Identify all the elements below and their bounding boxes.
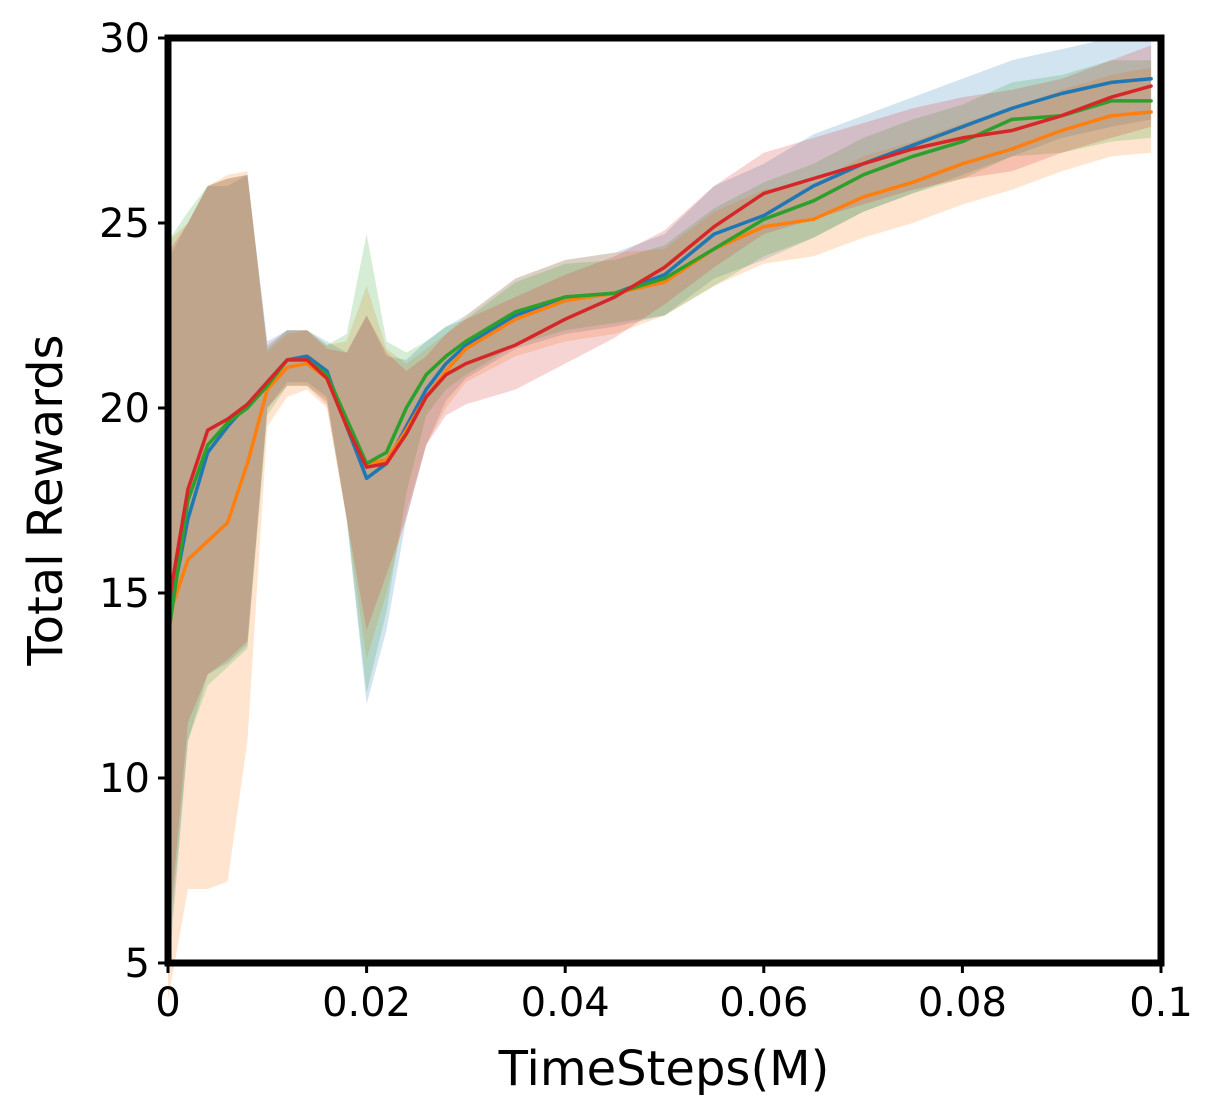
plot-frame bbox=[164, 34, 1165, 967]
x-tick-label: 0.02 bbox=[322, 980, 411, 1026]
x-tick-label: 0.04 bbox=[521, 980, 610, 1026]
x-tick-label: 0.1 bbox=[1129, 980, 1193, 1026]
x-tick-label: 0.08 bbox=[918, 980, 1007, 1026]
series-3-band bbox=[168, 60, 1152, 963]
x-tick-label: 0.06 bbox=[719, 980, 808, 1026]
series-2-band bbox=[168, 67, 1152, 1001]
y-tick-label: 25 bbox=[99, 201, 150, 247]
series-2-line bbox=[166, 110, 1153, 621]
confidence-bands bbox=[168, 38, 1152, 1001]
x-axis-label: TimeSteps(M) bbox=[498, 1041, 830, 1097]
series-4-line bbox=[166, 84, 1153, 610]
y-tick-label: 5 bbox=[125, 941, 150, 987]
y-tick-label: 10 bbox=[99, 756, 150, 802]
axis-ticks: 0 0.02 0.04 0.06 0.08 0.1 5 10 15 20 25 30 bbox=[99, 16, 1193, 1026]
y-tick-label: 30 bbox=[99, 16, 150, 62]
y-axis-label: Total Rewards bbox=[18, 334, 74, 666]
series-3-line bbox=[166, 99, 1153, 640]
x-tick-label: 0 bbox=[155, 980, 180, 1026]
y-tick-label: 15 bbox=[99, 571, 150, 617]
series-lines bbox=[166, 76, 1153, 640]
y-tick-label: 20 bbox=[99, 386, 150, 432]
